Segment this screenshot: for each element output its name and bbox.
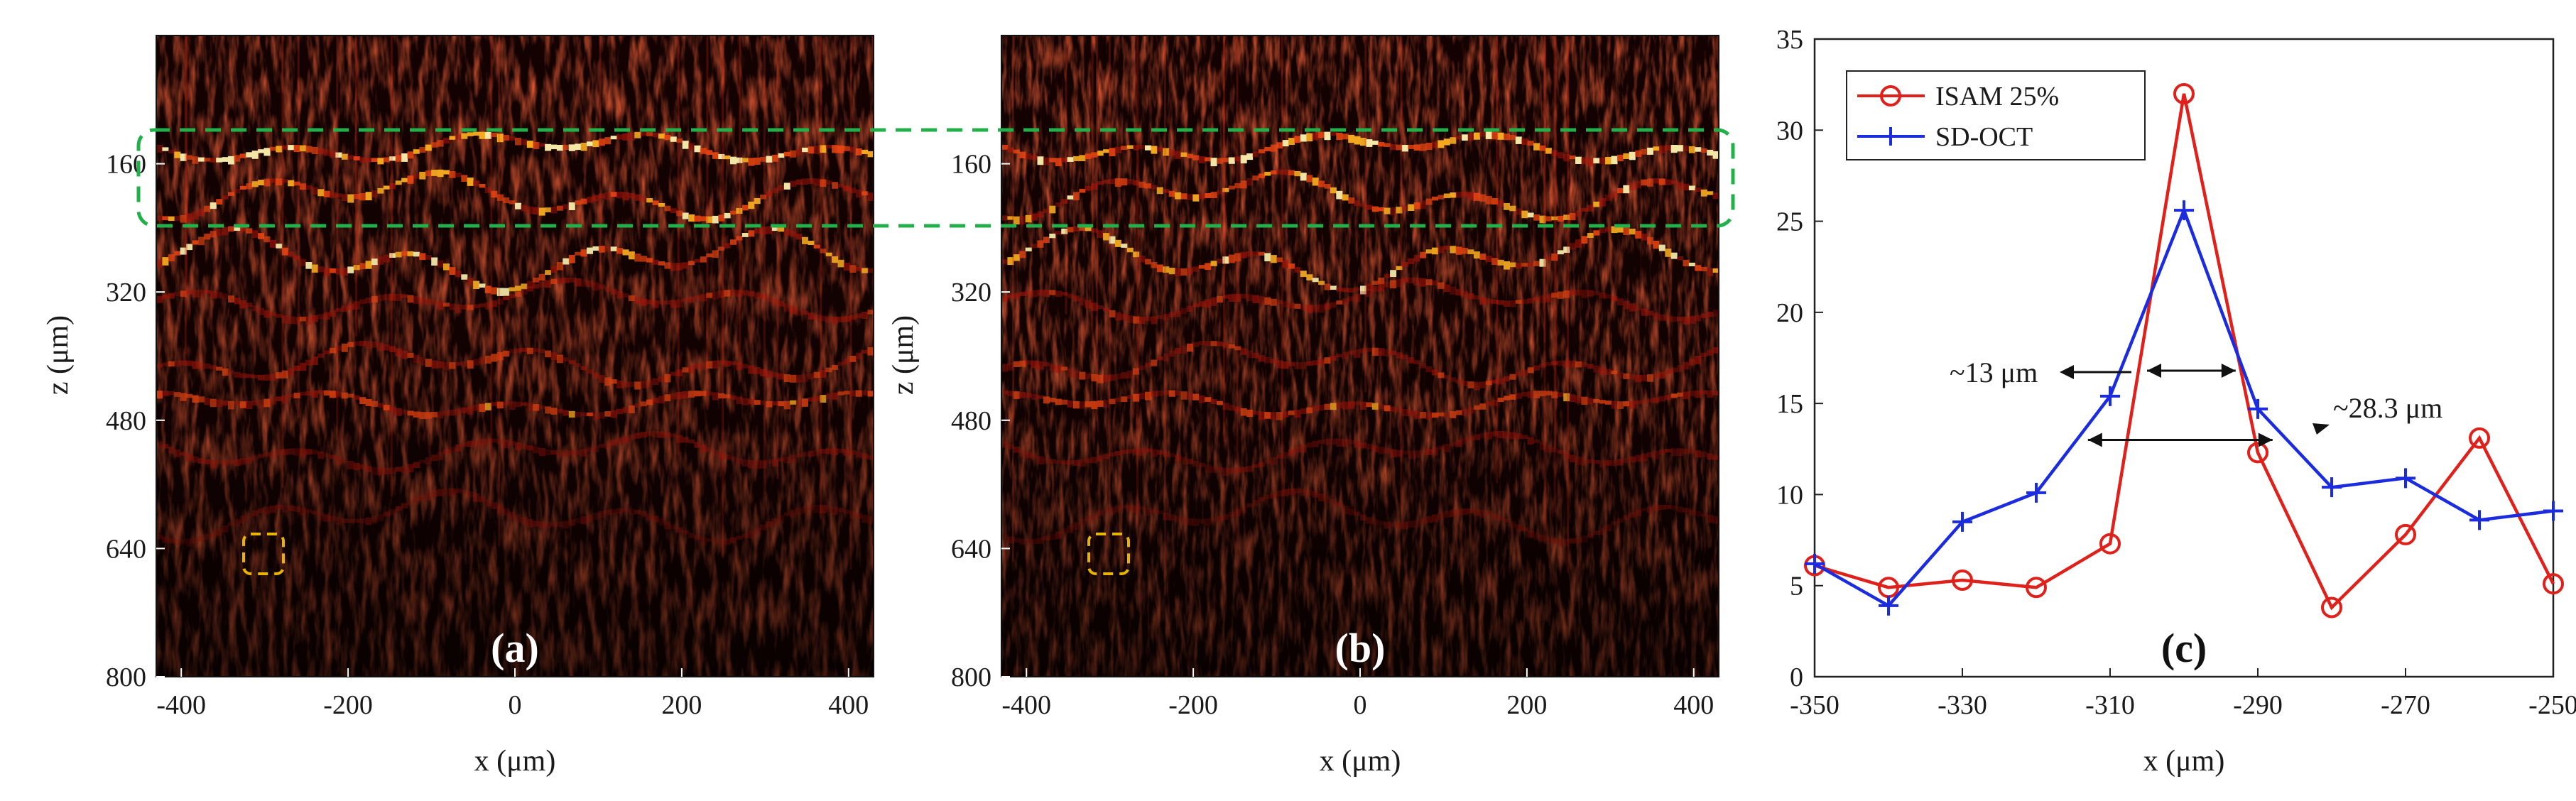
oct-image-panel-b: (b) -400 -200 0 200 400 160 320 480 640 800 x (μm… (887, 35, 1719, 778)
x-tick-label: 200 (1506, 690, 1547, 720)
data-point-sdoct (2174, 200, 2194, 221)
x-axis-label-b: x (μm) (1320, 745, 1401, 778)
depth-attenuation (156, 36, 874, 677)
y-tick-label: 160 (951, 150, 991, 180)
legend-marker-isam (1880, 85, 1901, 107)
data-point-isam (2099, 533, 2121, 555)
depth-attenuation (1001, 36, 1719, 677)
x-tick-label: 0 (509, 690, 522, 720)
y-tick-label: 15 (1776, 389, 1803, 419)
arrow-head (2221, 363, 2236, 378)
chart-series (1804, 82, 2564, 619)
legend-label-sdoct: SD-OCT (1935, 122, 2033, 152)
x-tick-label: 400 (828, 690, 869, 720)
chart-ticks: -350 -330 -310 -290 -270 -250 0 5 10 15 20 25 30 35 (1776, 25, 2576, 720)
y-tick-label: 320 (951, 278, 991, 307)
x-tick-label: -400 (156, 690, 206, 720)
x-tick-label: -350 (1790, 690, 1839, 720)
x-tick-label: -330 (1938, 690, 1987, 720)
data-point-sdoct (2322, 477, 2342, 498)
x-tick-label: -250 (2528, 690, 2576, 720)
y-tick-label: 10 (1776, 480, 1803, 510)
legend-label-isam: ISAM 25% (1935, 82, 2059, 111)
x-tick-label: -310 (2085, 690, 2135, 720)
noise-region-box (1087, 533, 1130, 575)
data-point-isam (2026, 577, 2047, 599)
data-point-isam (2173, 82, 2195, 104)
y-tick-label: 25 (1776, 207, 1803, 237)
y-axis-label-a: z (μm) (42, 315, 75, 395)
fwhm-annotations: ~13 μm ~28.3 μm (1950, 356, 2442, 447)
data-point-sdoct (1879, 595, 1898, 616)
data-point-isam (2247, 442, 2268, 464)
x-axis-label-a: x (μm) (474, 745, 556, 778)
data-point-sdoct (2248, 398, 2268, 419)
x-axis-label-c: x (μm) (2143, 745, 2225, 778)
y-tick-label: 480 (106, 406, 146, 436)
x-tick-label: 0 (1354, 690, 1367, 720)
x-tick-label: -200 (1168, 690, 1218, 720)
panel-label-b: (b) (1335, 625, 1386, 671)
y-tick-label: 20 (1776, 298, 1803, 328)
y-tick-label: 800 (106, 663, 146, 692)
y-axis-label-b: z (μm) (887, 315, 920, 395)
annotation-fwhm-sdoct: ~28.3 μm (2333, 392, 2442, 424)
y-tick-label: 640 (106, 534, 146, 564)
data-point-sdoct (2469, 510, 2489, 530)
series-line-isam (1814, 93, 2555, 611)
noise-region-box (242, 533, 285, 575)
x-tick-label: 200 (661, 690, 702, 720)
data-point-sdoct (1952, 511, 1972, 532)
y-tick-label: 35 (1776, 25, 1803, 55)
panel-label-c: (c) (2161, 625, 2207, 671)
data-point-sdoct (1805, 553, 1825, 574)
x-tick-label: -270 (2381, 690, 2430, 720)
surface-layer-highlight-box (136, 128, 1735, 228)
y-tick-label: 0 (1790, 663, 1803, 692)
data-point-sdoct (2396, 468, 2415, 489)
y-tick-label: 5 (1790, 572, 1803, 601)
y-tick-label: 480 (951, 406, 991, 436)
y-tick-label: 320 (106, 278, 146, 307)
data-point-isam (2469, 427, 2490, 449)
x-tick-label: -200 (323, 690, 373, 720)
profile-line-chart: -350 -330 -310 -290 -270 -250 0 5 10 15 20 25 30 35 ~… (1776, 25, 2576, 778)
legend: ISAM 25% SD-OCT (1846, 70, 2146, 160)
arrow-head (2147, 363, 2161, 378)
arrow-head (2087, 432, 2102, 447)
data-point-isam (1952, 570, 1973, 592)
x-tick-label: -400 (1001, 690, 1051, 720)
y-tick-label: 30 (1776, 116, 1803, 146)
label-pointer (2060, 365, 2074, 379)
data-point-sdoct (2100, 386, 2120, 406)
label-pointer (2313, 423, 2330, 435)
data-point-sdoct (2026, 482, 2046, 503)
panel-label-a: (a) (491, 625, 539, 671)
legend-marker-sdoct (1881, 127, 1900, 146)
arrow-head (2258, 432, 2273, 447)
x-tick-label: 400 (1673, 690, 1714, 720)
y-tick-label: 640 (951, 534, 991, 564)
annotation-fwhm-isam: ~13 μm (1950, 356, 2038, 388)
y-tick-label: 800 (951, 663, 991, 692)
data-point-isam (2395, 523, 2416, 545)
axis-ticks-b: -400 -200 0 200 400 160 320 480 640 800 (951, 150, 1714, 720)
legend-box (1846, 70, 2146, 160)
data-point-isam (2321, 596, 2342, 619)
data-point-sdoct (2543, 501, 2563, 521)
x-tick-label: -290 (2233, 690, 2283, 720)
data-point-isam (2543, 573, 2564, 595)
